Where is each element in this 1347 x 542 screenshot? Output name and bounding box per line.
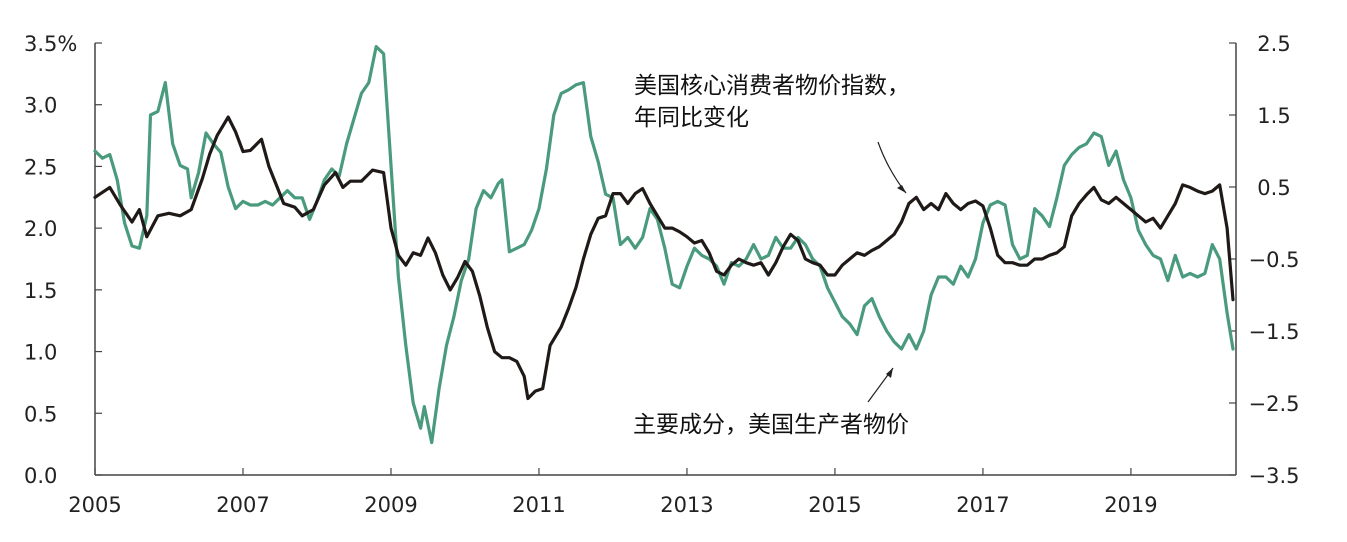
y-left-tick-label: 1.0: [24, 341, 57, 365]
annotation-arrowhead-core-cpi: [897, 185, 906, 193]
y-left-tick-label: 1.5: [24, 279, 57, 303]
x-tick-label: 2007: [216, 493, 269, 517]
x-tick-label: 2017: [956, 493, 1009, 517]
annotation-ppi: 主要成分，美国生产者物价: [633, 412, 909, 438]
y-right-tick-label: 1.5: [1257, 104, 1290, 128]
y-left-tick-label: 3.5%: [24, 32, 77, 56]
annotation-core-cpi-line1: 美国核心消费者物价指数，: [634, 73, 910, 99]
annotation-core-cpi-line2: 年同比变化: [634, 105, 749, 131]
y-right-tick-label: −3.5: [1249, 464, 1300, 488]
y-right-tick-label: 2.5: [1257, 32, 1290, 56]
y-left-tick-label: 2.5: [24, 155, 57, 179]
series-line-core-cpi: [93, 115, 1235, 401]
y-left-tick-label: 0.0: [24, 464, 57, 488]
series-lines: [93, 44, 1235, 445]
annotations: 美国核心消费者物价指数， 年同比变化 主要成分，美国生产者物价: [633, 73, 910, 438]
y-left-tick-label: 3.0: [24, 94, 57, 118]
y-left-tick-label: 0.5: [24, 402, 57, 426]
x-tick-label: 2005: [68, 493, 121, 517]
y-right-tick-label: 0.5: [1257, 176, 1290, 200]
x-tick-label: 2015: [808, 493, 861, 517]
x-tick-label: 2009: [364, 493, 417, 517]
x-tick-label: 2013: [660, 493, 713, 517]
y-right-tick-label: −2.5: [1249, 392, 1300, 416]
y-left-tick-label: 2.0: [24, 217, 57, 241]
y-right-tick-label: −0.5: [1249, 248, 1300, 272]
tick-labels: 2005 2007 2009 2011 2013 2015 2017 2019 0.0 0.5 1.…: [24, 32, 1300, 517]
y-right-tick-label: −1.5: [1249, 320, 1300, 344]
x-tick-label: 2011: [512, 493, 565, 517]
x-tick-label: 2019: [1104, 493, 1157, 517]
annotation-arrowhead-ppi: [886, 368, 893, 378]
